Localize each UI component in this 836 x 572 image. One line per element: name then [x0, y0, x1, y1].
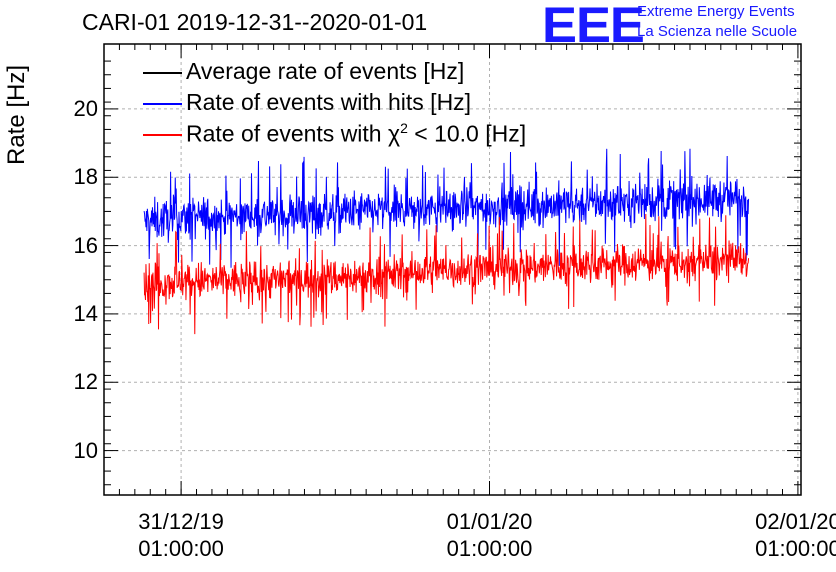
legend-chi2-sup: 2	[400, 120, 408, 136]
logo-caption-line2: La Scienza nelle Scuole	[637, 23, 798, 40]
x-tick-date: 01/01/20	[446, 509, 533, 534]
y-tick-label: 18	[73, 164, 98, 190]
series-chi2-line	[143, 213, 750, 335]
legend-label-hits: Rate of events with hits [Hz]	[186, 89, 472, 115]
y-tick-label: 16	[73, 232, 98, 258]
x-tick-label: 01/01/20 01:00:00	[405, 508, 575, 562]
legend-swatch-hits	[143, 103, 182, 105]
series-hits-line	[143, 148, 750, 268]
legend-label-chi2: Rate of events with χ2 < 10.0 [Hz]	[186, 120, 526, 148]
eee-logo: EEE	[542, 0, 645, 53]
legend-swatch-chi2	[143, 134, 182, 136]
x-tick-time: 01:00:00	[138, 536, 224, 561]
y-tick-label: 20	[73, 95, 98, 121]
x-tick-label: 31/12/19 01:00:00	[96, 508, 266, 562]
x-tick-time: 01:00:00	[446, 536, 533, 561]
y-tick-label: 10	[73, 437, 98, 463]
x-tick-date: 31/12/19	[138, 509, 224, 534]
y-tick-label: 14	[73, 300, 98, 326]
chart-title: CARI-01 2019-12-31--2020-01-01	[82, 9, 428, 35]
x-tick-label: 02/01/20 01:00:00	[713, 508, 836, 562]
legend-chi2-tail: < 10.0 [Hz]	[407, 120, 527, 147]
plot-frame	[103, 43, 802, 496]
x-tick-date: 02/01/20	[755, 509, 836, 534]
legend-swatch-average	[143, 72, 182, 74]
y-axis-label: Rate [Hz]	[3, 64, 30, 165]
legend-label-average: Average rate of events [Hz]	[186, 58, 465, 84]
legend-chi2-main: Rate of events with χ	[186, 120, 401, 147]
y-tick-label: 12	[73, 369, 98, 395]
x-tick-time: 01:00:00	[755, 536, 836, 561]
logo-caption-line1: Extreme Energy Events	[637, 3, 795, 20]
